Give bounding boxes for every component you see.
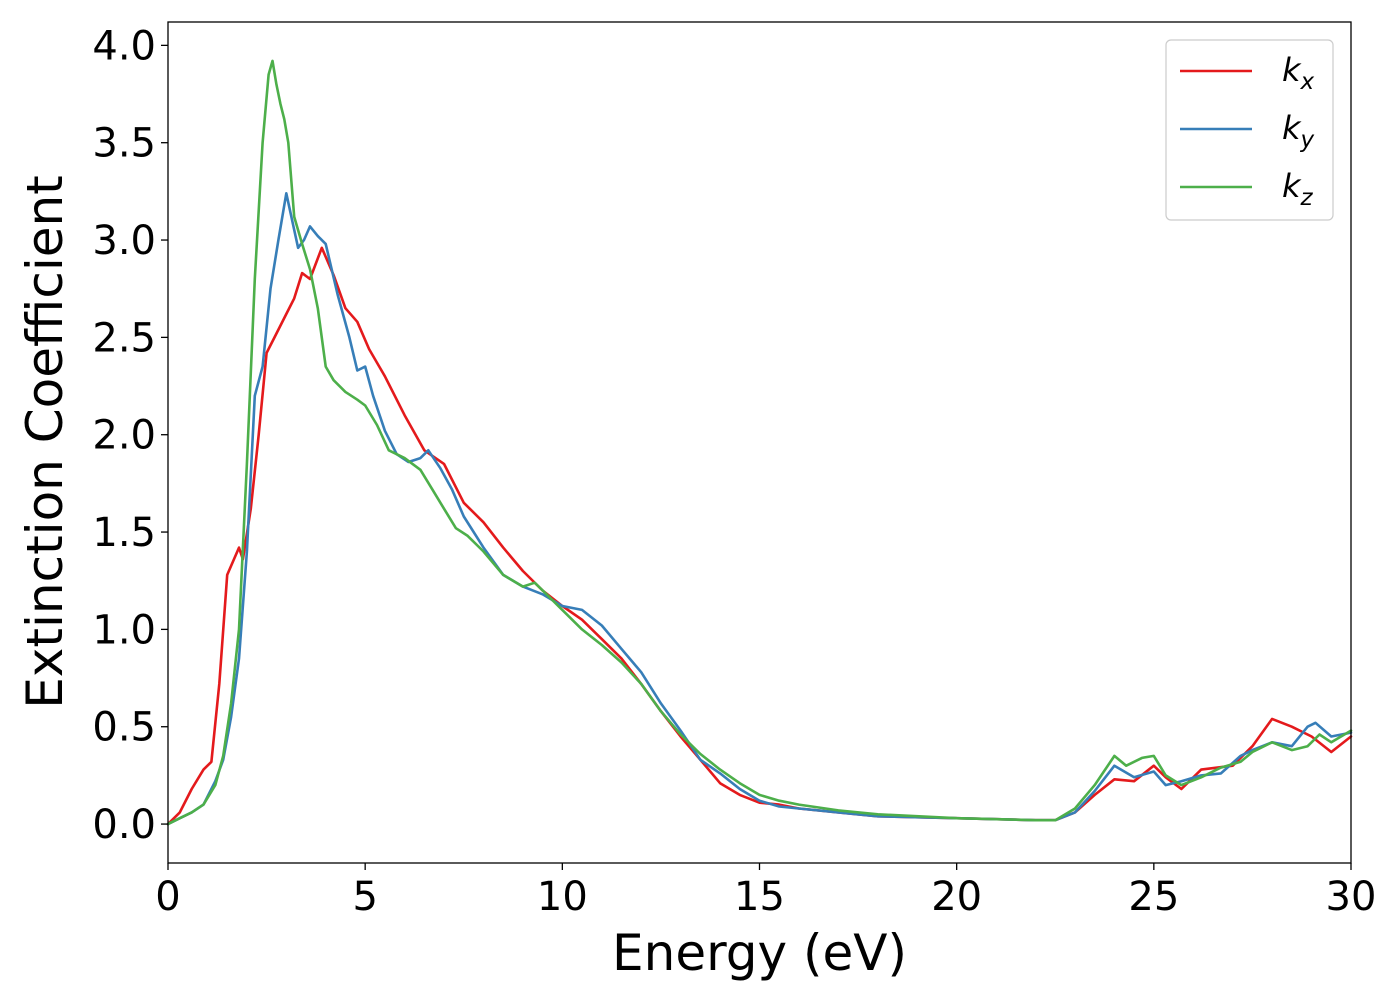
legend-label-kx: kx (1282, 51, 1315, 95)
x-tick-label: 0 (155, 874, 180, 920)
legend-label-kz: kz (1282, 167, 1314, 211)
x-axis-label: Energy (eV) (612, 924, 907, 982)
y-tick-label: 3.0 (92, 218, 156, 264)
series-layer (166, 59, 1353, 826)
legend-label-ky: ky (1282, 109, 1315, 153)
y-tick-label: 1.0 (92, 607, 156, 653)
y-tick-label: 3.5 (92, 121, 156, 167)
x-tick-label: 20 (931, 874, 982, 920)
x-tick-label: 5 (352, 874, 377, 920)
y-tick-label: 2.5 (92, 315, 156, 361)
legend: kx ky kz (1165, 39, 1334, 221)
plot-background (168, 22, 1351, 863)
x-tick-label: 25 (1128, 874, 1179, 920)
y-axis-ticks: 0.0 0.5 1.0 1.5 2.0 2.5 3.0 3.5 4.0 (92, 23, 168, 848)
x-tick-label: 10 (537, 874, 588, 920)
y-tick-label: 1.5 (92, 510, 156, 556)
series-line-kz (166, 59, 1353, 826)
x-tick-label: 30 (1326, 874, 1377, 920)
series-line-ky (166, 192, 1353, 826)
y-tick-label: 0.0 (92, 802, 156, 848)
y-axis-label: Extinction Coefficient (16, 175, 74, 709)
x-tick-label: 15 (734, 874, 785, 920)
y-tick-label: 0.5 (92, 705, 156, 751)
y-tick-label: 2.0 (92, 413, 156, 459)
y-tick-label: 4.0 (92, 23, 156, 69)
x-axis-ticks: 0 5 10 15 20 25 30 (155, 863, 1376, 920)
